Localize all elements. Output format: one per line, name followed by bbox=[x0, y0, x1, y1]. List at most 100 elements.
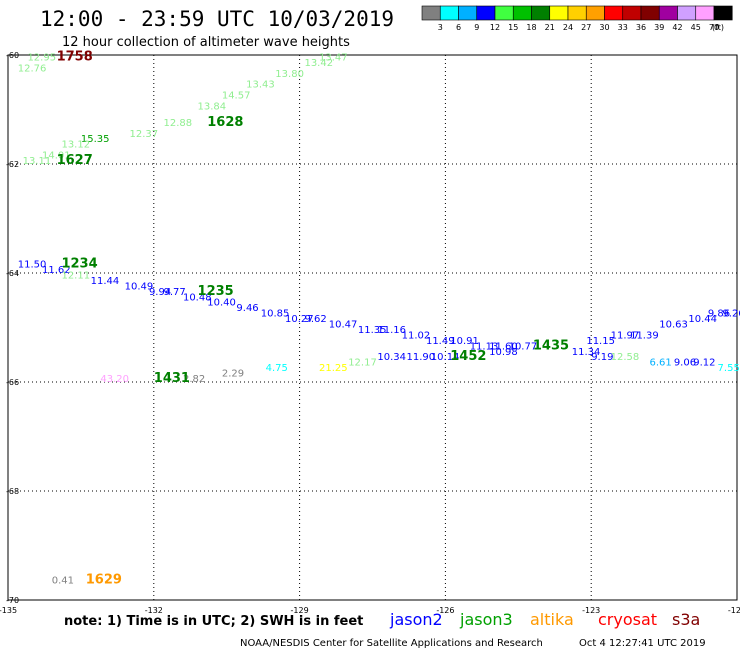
swh-value-label: 10.63 bbox=[659, 320, 688, 331]
swh-value-label: 11.02 bbox=[402, 330, 431, 341]
color-scale-label: 39 bbox=[654, 23, 664, 32]
swh-value-label: 9.94 bbox=[149, 287, 171, 298]
color-scale bbox=[421, 5, 733, 21]
swh-value-label: 15.35 bbox=[81, 134, 110, 145]
color-scale-label: 36 bbox=[636, 23, 646, 32]
swh-value-label: 13.80 bbox=[275, 69, 304, 80]
color-scale-cell bbox=[640, 5, 660, 21]
color-scale-label: 45 bbox=[691, 23, 701, 32]
swh-value-label: 12.11 bbox=[61, 270, 90, 281]
swh-value-label: 12.37 bbox=[130, 129, 159, 140]
swh-value-label: 12.76 bbox=[18, 63, 47, 74]
satellite-legend: jason2 jason3 altika cryosat s3a bbox=[389, 610, 700, 629]
color-scale-label: 70 bbox=[709, 23, 719, 32]
swh-value-label: 9.86 bbox=[708, 309, 730, 320]
swh-value-label: 11.39 bbox=[630, 330, 659, 341]
color-scale-cell bbox=[476, 5, 496, 21]
swh-value-label: 9.12 bbox=[693, 358, 715, 369]
swh-value-label: 9.46 bbox=[236, 303, 258, 314]
swh-value-label: 7.55 bbox=[718, 363, 740, 374]
time-labels: 1758 1628 1627 1234 1235 1452 1435 1431 1629 bbox=[57, 49, 569, 587]
swh-value-label: 10.44 bbox=[688, 314, 717, 325]
color-scale-label: 18 bbox=[526, 23, 536, 32]
swh-value-label: 11.44 bbox=[91, 276, 120, 287]
time-label: 1629 bbox=[86, 573, 122, 588]
swh-value-label: 11.49 bbox=[426, 336, 455, 347]
y-tick-label: -64 bbox=[6, 269, 19, 278]
color-scale-label: 6 bbox=[456, 23, 461, 32]
time-label: 1627 bbox=[57, 153, 93, 168]
swh-value-label: 10.49 bbox=[125, 281, 154, 292]
swh-value-label: 13.43 bbox=[246, 80, 275, 91]
chart-title: 12:00 - 23:59 UTC 10/03/2019 bbox=[40, 7, 394, 31]
time-label: 1431 bbox=[154, 371, 190, 386]
swh-value-label: 13.12 bbox=[61, 140, 90, 151]
color-scale-label: 9 bbox=[474, 23, 479, 32]
color-scale-cell bbox=[567, 5, 587, 21]
swh-value-label: 11.35 bbox=[358, 325, 387, 336]
swh-value-label: 43.20 bbox=[100, 374, 129, 385]
footer-credit: NOAA/NESDIS Center for Satellite Applica… bbox=[240, 638, 543, 649]
swh-value-label: 10.48 bbox=[183, 292, 212, 303]
time-label: 1758 bbox=[57, 49, 93, 64]
swh-value-label: 10.85 bbox=[261, 309, 290, 320]
color-scale-cell bbox=[421, 5, 441, 21]
color-scale-label: 30 bbox=[599, 23, 609, 32]
x-tick-label: -123 bbox=[582, 606, 600, 615]
color-scale-label: 24 bbox=[563, 23, 573, 32]
swh-value-label: 13.42 bbox=[304, 58, 333, 69]
legend-entry: altika bbox=[530, 610, 574, 629]
swh-value-label: 21.25 bbox=[319, 363, 348, 374]
plot-frame bbox=[7, 54, 738, 601]
swh-value-label: 9.19 bbox=[591, 352, 613, 363]
y-tick-label: -66 bbox=[6, 378, 19, 387]
swh-value-label: 2.82 bbox=[183, 374, 205, 385]
color-scale-unit: (ft) bbox=[712, 23, 724, 32]
color-scale-cell bbox=[512, 5, 532, 21]
time-label: 1435 bbox=[533, 338, 569, 353]
swh-value-label: 9.77 bbox=[164, 287, 186, 298]
chart-subtitle: 12 hour collection of altimeter wave hei… bbox=[62, 35, 350, 50]
y-tick-label: -60 bbox=[6, 51, 19, 60]
color-scale-cell bbox=[713, 5, 733, 21]
color-scale-cell bbox=[549, 5, 569, 21]
y-tick-label: -68 bbox=[6, 487, 19, 496]
color-scale-cell bbox=[585, 5, 605, 21]
y-tick-label: -70 bbox=[6, 596, 19, 605]
swh-value-label: 9.62 bbox=[304, 314, 326, 325]
swh-value-label: 11.90 bbox=[407, 352, 436, 363]
color-scale-label: 15 bbox=[508, 23, 518, 32]
color-scale-label: 21 bbox=[545, 23, 555, 32]
swh-value-label: 11.97 bbox=[611, 330, 640, 341]
color-scale-cell bbox=[458, 5, 478, 21]
swh-value-label: 4.75 bbox=[266, 363, 288, 374]
swh-value-label: 13.84 bbox=[198, 102, 227, 113]
color-scale-cell bbox=[604, 5, 624, 21]
swh-value-label: 11.50 bbox=[18, 260, 47, 271]
footer-timestamp: Oct 4 12:27:41 UTC 2019 bbox=[579, 638, 706, 649]
swh-value-label: 12.88 bbox=[164, 118, 193, 129]
swh-value-label: 11.62 bbox=[42, 265, 71, 276]
swh-value-label: 11.13 bbox=[470, 341, 499, 352]
color-scale-cell bbox=[622, 5, 642, 21]
y-axis: -60 -62 -64 -66 -68 -70 bbox=[6, 51, 19, 605]
swh-value-label: 11.16 bbox=[377, 325, 406, 336]
x-tick-label: -132 bbox=[145, 606, 163, 615]
grid bbox=[8, 55, 737, 600]
color-scale-cell bbox=[531, 5, 551, 21]
swh-value-label: 12.95 bbox=[27, 52, 56, 63]
x-tick-label: -135 bbox=[0, 606, 17, 615]
swh-value-label: 10.77 bbox=[509, 341, 538, 352]
time-label: 1235 bbox=[198, 284, 234, 299]
swh-value-label: 14.01 bbox=[42, 151, 71, 162]
swh-value-label: 9.06 bbox=[674, 358, 696, 369]
swh-value-label: 10.47 bbox=[329, 320, 358, 331]
x-tick-label: -129 bbox=[291, 606, 309, 615]
x-tick-label: -120 bbox=[728, 606, 740, 615]
legend-entry: s3a bbox=[672, 610, 700, 629]
legend-entry: jason2 bbox=[389, 610, 443, 629]
swh-value-label: 10.91 bbox=[450, 336, 479, 347]
color-scale-cell bbox=[658, 5, 678, 21]
swh-value-label: 13.11 bbox=[23, 156, 52, 167]
